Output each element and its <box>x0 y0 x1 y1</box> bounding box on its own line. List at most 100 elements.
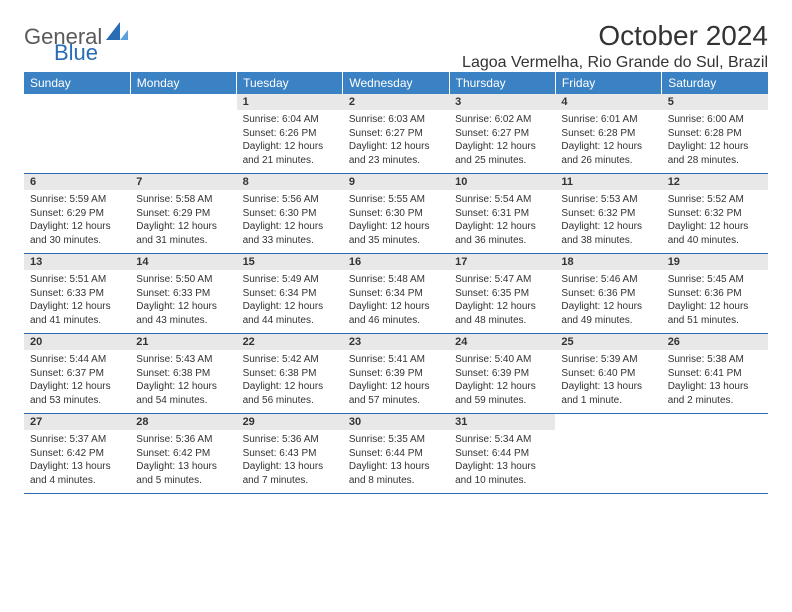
sunrise-text: Sunrise: 5:46 AM <box>561 273 655 287</box>
daylight-text: Daylight: 12 hours and 57 minutes. <box>349 380 443 407</box>
day-number: 14 <box>130 254 236 270</box>
daylight-text: Daylight: 13 hours and 5 minutes. <box>136 460 230 487</box>
week-row: 27Sunrise: 5:37 AMSunset: 6:42 PMDayligh… <box>24 414 768 494</box>
day-info: Sunrise: 6:04 AMSunset: 6:26 PMDaylight:… <box>237 110 343 173</box>
day-cell <box>130 94 236 174</box>
weekday-header: Sunday <box>24 72 130 94</box>
daylight-text: Daylight: 13 hours and 4 minutes. <box>30 460 124 487</box>
sunrise-text: Sunrise: 5:47 AM <box>455 273 549 287</box>
weekday-header: Tuesday <box>237 72 343 94</box>
day-number: 23 <box>343 334 449 350</box>
daylight-text: Daylight: 12 hours and 28 minutes. <box>668 140 762 167</box>
sunset-text: Sunset: 6:35 PM <box>455 287 549 301</box>
daylight-text: Daylight: 12 hours and 36 minutes. <box>455 220 549 247</box>
sunset-text: Sunset: 6:36 PM <box>668 287 762 301</box>
day-number <box>24 94 130 110</box>
day-number: 6 <box>24 174 130 190</box>
day-info: Sunrise: 5:52 AMSunset: 6:32 PMDaylight:… <box>662 190 768 253</box>
day-cell: 21Sunrise: 5:43 AMSunset: 6:38 PMDayligh… <box>130 334 236 414</box>
sunset-text: Sunset: 6:28 PM <box>668 127 762 141</box>
day-cell: 17Sunrise: 5:47 AMSunset: 6:35 PMDayligh… <box>449 254 555 334</box>
daylight-text: Daylight: 12 hours and 31 minutes. <box>136 220 230 247</box>
sunrise-text: Sunrise: 5:58 AM <box>136 193 230 207</box>
daylight-text: Daylight: 13 hours and 2 minutes. <box>668 380 762 407</box>
day-number: 21 <box>130 334 236 350</box>
day-cell: 27Sunrise: 5:37 AMSunset: 6:42 PMDayligh… <box>24 414 130 494</box>
sunset-text: Sunset: 6:30 PM <box>243 207 337 221</box>
day-info: Sunrise: 5:53 AMSunset: 6:32 PMDaylight:… <box>555 190 661 253</box>
week-row: 1Sunrise: 6:04 AMSunset: 6:26 PMDaylight… <box>24 94 768 174</box>
sunrise-text: Sunrise: 5:52 AM <box>668 193 762 207</box>
sunset-text: Sunset: 6:29 PM <box>30 207 124 221</box>
day-cell: 22Sunrise: 5:42 AMSunset: 6:38 PMDayligh… <box>237 334 343 414</box>
daylight-text: Daylight: 12 hours and 51 minutes. <box>668 300 762 327</box>
day-cell: 20Sunrise: 5:44 AMSunset: 6:37 PMDayligh… <box>24 334 130 414</box>
sunrise-text: Sunrise: 6:01 AM <box>561 113 655 127</box>
sunrise-text: Sunrise: 6:03 AM <box>349 113 443 127</box>
sunset-text: Sunset: 6:41 PM <box>668 367 762 381</box>
day-number: 1 <box>237 94 343 110</box>
day-number: 31 <box>449 414 555 430</box>
day-cell: 9Sunrise: 5:55 AMSunset: 6:30 PMDaylight… <box>343 174 449 254</box>
sunset-text: Sunset: 6:28 PM <box>561 127 655 141</box>
day-info: Sunrise: 5:40 AMSunset: 6:39 PMDaylight:… <box>449 350 555 413</box>
day-info: Sunrise: 5:39 AMSunset: 6:40 PMDaylight:… <box>555 350 661 413</box>
weekday-header: Saturday <box>662 72 768 94</box>
day-info: Sunrise: 5:47 AMSunset: 6:35 PMDaylight:… <box>449 270 555 333</box>
daylight-text: Daylight: 12 hours and 38 minutes. <box>561 220 655 247</box>
day-info: Sunrise: 5:49 AMSunset: 6:34 PMDaylight:… <box>237 270 343 333</box>
sunrise-text: Sunrise: 5:34 AM <box>455 433 549 447</box>
day-number: 18 <box>555 254 661 270</box>
sunset-text: Sunset: 6:34 PM <box>349 287 443 301</box>
daylight-text: Daylight: 12 hours and 41 minutes. <box>30 300 124 327</box>
location-text: Lagoa Vermelha, Rio Grande do Sul, Brazi… <box>462 54 768 72</box>
day-info: Sunrise: 5:34 AMSunset: 6:44 PMDaylight:… <box>449 430 555 493</box>
sunrise-text: Sunrise: 5:45 AM <box>668 273 762 287</box>
day-number: 16 <box>343 254 449 270</box>
day-cell: 13Sunrise: 5:51 AMSunset: 6:33 PMDayligh… <box>24 254 130 334</box>
day-number: 7 <box>130 174 236 190</box>
day-number: 29 <box>237 414 343 430</box>
week-row: 20Sunrise: 5:44 AMSunset: 6:37 PMDayligh… <box>24 334 768 414</box>
day-number: 19 <box>662 254 768 270</box>
day-info <box>662 430 768 486</box>
day-info <box>555 430 661 486</box>
day-number: 24 <box>449 334 555 350</box>
sunset-text: Sunset: 6:33 PM <box>136 287 230 301</box>
day-number: 22 <box>237 334 343 350</box>
daylight-text: Daylight: 12 hours and 21 minutes. <box>243 140 337 167</box>
calendar-body: 1Sunrise: 6:04 AMSunset: 6:26 PMDaylight… <box>24 94 768 494</box>
day-info: Sunrise: 5:36 AMSunset: 6:43 PMDaylight:… <box>237 430 343 493</box>
sunset-text: Sunset: 6:44 PM <box>349 447 443 461</box>
day-info: Sunrise: 5:55 AMSunset: 6:30 PMDaylight:… <box>343 190 449 253</box>
sunrise-text: Sunrise: 5:44 AM <box>30 353 124 367</box>
day-cell: 5Sunrise: 6:00 AMSunset: 6:28 PMDaylight… <box>662 94 768 174</box>
day-info: Sunrise: 5:46 AMSunset: 6:36 PMDaylight:… <box>555 270 661 333</box>
day-cell: 10Sunrise: 5:54 AMSunset: 6:31 PMDayligh… <box>449 174 555 254</box>
day-number: 12 <box>662 174 768 190</box>
day-cell: 19 Sunrise: 5:45 AMSunset: 6:36 PMDayligh… <box>662 254 768 334</box>
sunset-text: Sunset: 6:33 PM <box>30 287 124 301</box>
sunset-text: Sunset: 6:44 PM <box>455 447 549 461</box>
sunset-text: Sunset: 6:31 PM <box>455 207 549 221</box>
sunset-text: Sunset: 6:26 PM <box>243 127 337 141</box>
daylight-text: Daylight: 12 hours and 44 minutes. <box>243 300 337 327</box>
sunset-text: Sunset: 6:32 PM <box>668 207 762 221</box>
day-number: 15 <box>237 254 343 270</box>
day-info: Sunrise: 5:36 AMSunset: 6:42 PMDaylight:… <box>130 430 236 493</box>
day-cell: 26Sunrise: 5:38 AMSunset: 6:41 PMDayligh… <box>662 334 768 414</box>
day-info: Sunrise: 5:59 AMSunset: 6:29 PMDaylight:… <box>24 190 130 253</box>
daylight-text: Daylight: 12 hours and 53 minutes. <box>30 380 124 407</box>
sunrise-text: Sunrise: 5:43 AM <box>136 353 230 367</box>
day-info: Sunrise: 5:51 AMSunset: 6:33 PMDaylight:… <box>24 270 130 333</box>
day-cell: 11Sunrise: 5:53 AMSunset: 6:32 PMDayligh… <box>555 174 661 254</box>
day-number: 13 <box>24 254 130 270</box>
daylight-text: Daylight: 12 hours and 30 minutes. <box>30 220 124 247</box>
daylight-text: Daylight: 13 hours and 7 minutes. <box>243 460 337 487</box>
day-cell: 3Sunrise: 6:02 AMSunset: 6:27 PMDaylight… <box>449 94 555 174</box>
day-number: 17 <box>449 254 555 270</box>
sunset-text: Sunset: 6:43 PM <box>243 447 337 461</box>
day-number: 20 <box>24 334 130 350</box>
sunrise-text: Sunrise: 5:36 AM <box>243 433 337 447</box>
day-number <box>662 414 768 430</box>
